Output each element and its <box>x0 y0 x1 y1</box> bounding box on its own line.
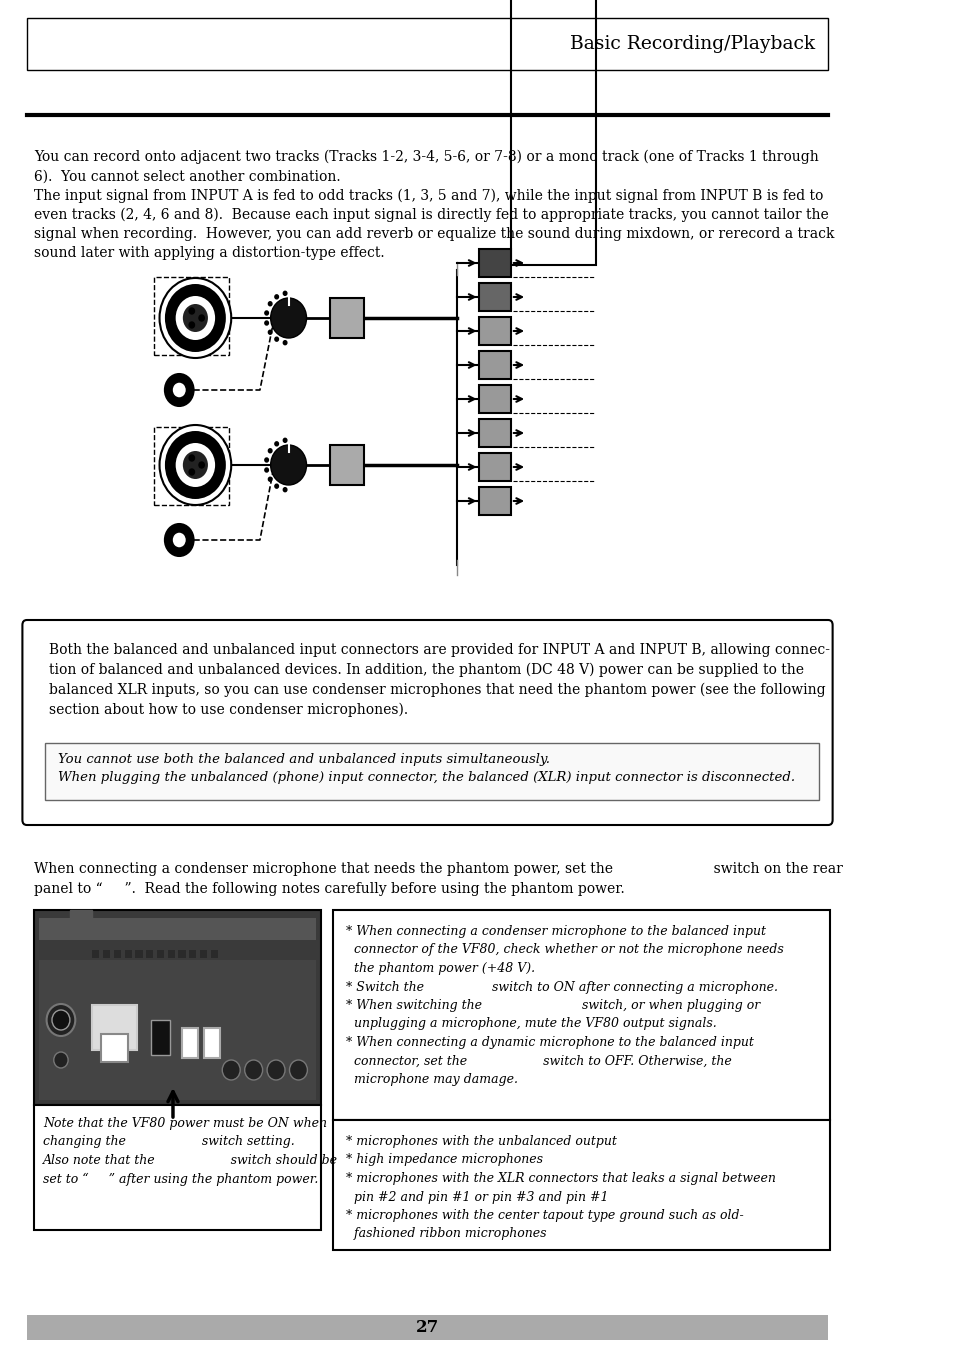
Circle shape <box>274 338 278 342</box>
Bar <box>34 911 320 1105</box>
Circle shape <box>172 382 186 399</box>
Bar <box>113 950 121 958</box>
Bar <box>101 1034 128 1062</box>
Circle shape <box>283 488 287 492</box>
Text: 27: 27 <box>416 1320 438 1336</box>
Bar <box>45 743 819 800</box>
Bar <box>479 317 510 345</box>
Bar <box>330 444 363 485</box>
Circle shape <box>274 484 278 488</box>
Circle shape <box>53 1052 68 1069</box>
Circle shape <box>189 469 194 476</box>
Text: You cannot use both the balanced and unbalanced inputs simultaneously.
When plug: You cannot use both the balanced and unb… <box>58 753 795 785</box>
Circle shape <box>189 308 194 313</box>
Bar <box>103 950 111 958</box>
Bar <box>479 351 510 380</box>
Text: * microphones with the unbalanced output
* high impedance microphones
* micropho: * microphones with the unbalanced output… <box>346 1135 775 1240</box>
Circle shape <box>47 1004 75 1036</box>
Circle shape <box>175 296 214 340</box>
Bar <box>479 385 510 413</box>
Circle shape <box>165 284 226 353</box>
Circle shape <box>265 322 268 326</box>
Circle shape <box>183 304 208 332</box>
FancyBboxPatch shape <box>22 620 832 825</box>
Bar <box>125 950 132 958</box>
Text: panel to “     ”.  Read the following notes carefully before using the phantom p: panel to “ ”. Read the following notes c… <box>34 882 624 896</box>
Circle shape <box>268 477 272 481</box>
Bar <box>135 950 142 958</box>
Text: You can record onto adjacent two tracks (Tracks 1-2, 3-4, 5-6, or 7-8) or a mono: You can record onto adjacent two tracks … <box>34 150 834 261</box>
Circle shape <box>51 1011 70 1029</box>
Circle shape <box>175 443 214 486</box>
Circle shape <box>283 292 287 296</box>
Bar <box>168 950 174 958</box>
Bar <box>211 950 217 958</box>
Bar <box>479 419 510 447</box>
Bar <box>479 282 510 311</box>
Bar <box>510 0 596 265</box>
Bar <box>178 950 185 958</box>
Circle shape <box>159 278 231 358</box>
Circle shape <box>267 1061 285 1079</box>
Circle shape <box>283 438 287 442</box>
Bar <box>479 453 510 481</box>
Circle shape <box>189 322 194 328</box>
Circle shape <box>268 449 272 453</box>
Bar <box>27 1315 827 1340</box>
Bar <box>200 950 207 958</box>
Bar <box>479 249 510 277</box>
Text: Basic Recording/Playback: Basic Recording/Playback <box>570 35 815 53</box>
Bar <box>38 961 316 1100</box>
Bar <box>204 1028 220 1058</box>
Bar <box>156 950 164 958</box>
Circle shape <box>183 451 208 480</box>
Bar <box>154 277 230 355</box>
Circle shape <box>172 532 186 549</box>
Bar <box>92 1005 137 1050</box>
Circle shape <box>268 330 272 334</box>
Text: Both the balanced and unbalanced input connectors are provided for INPUT A and I: Both the balanced and unbalanced input c… <box>50 643 829 717</box>
Bar <box>154 427 230 505</box>
Circle shape <box>199 462 204 467</box>
Circle shape <box>159 426 231 505</box>
Bar <box>330 299 363 338</box>
Text: Note that the VF80 power must be ON when
changing the                   switch s: Note that the VF80 power must be ON when… <box>43 1117 337 1186</box>
Circle shape <box>265 467 268 471</box>
Bar <box>189 950 196 958</box>
Circle shape <box>265 458 268 462</box>
Bar <box>34 1105 320 1229</box>
Circle shape <box>289 1061 307 1079</box>
Circle shape <box>189 455 194 461</box>
Circle shape <box>265 311 268 315</box>
Circle shape <box>274 295 278 299</box>
Bar <box>333 911 829 1120</box>
Bar <box>333 1120 829 1250</box>
Bar <box>38 917 316 940</box>
Bar <box>70 911 92 925</box>
Circle shape <box>222 1061 240 1079</box>
Circle shape <box>165 431 226 499</box>
Circle shape <box>283 340 287 345</box>
Text: When connecting a condenser microphone that needs the phantom power, set the    : When connecting a condenser microphone t… <box>34 862 842 875</box>
Circle shape <box>268 301 272 305</box>
Bar <box>146 950 153 958</box>
Bar <box>182 1028 198 1058</box>
Circle shape <box>165 524 193 557</box>
Bar <box>92 950 99 958</box>
Circle shape <box>165 374 193 407</box>
Circle shape <box>244 1061 262 1079</box>
Circle shape <box>271 444 306 485</box>
Circle shape <box>199 315 204 322</box>
Circle shape <box>274 442 278 446</box>
Circle shape <box>271 299 306 338</box>
Text: * When connecting a condenser microphone to the balanced input
  connector of th: * When connecting a condenser microphone… <box>346 925 782 1086</box>
Bar <box>479 486 510 515</box>
Bar <box>27 18 827 70</box>
Bar <box>151 1020 170 1055</box>
